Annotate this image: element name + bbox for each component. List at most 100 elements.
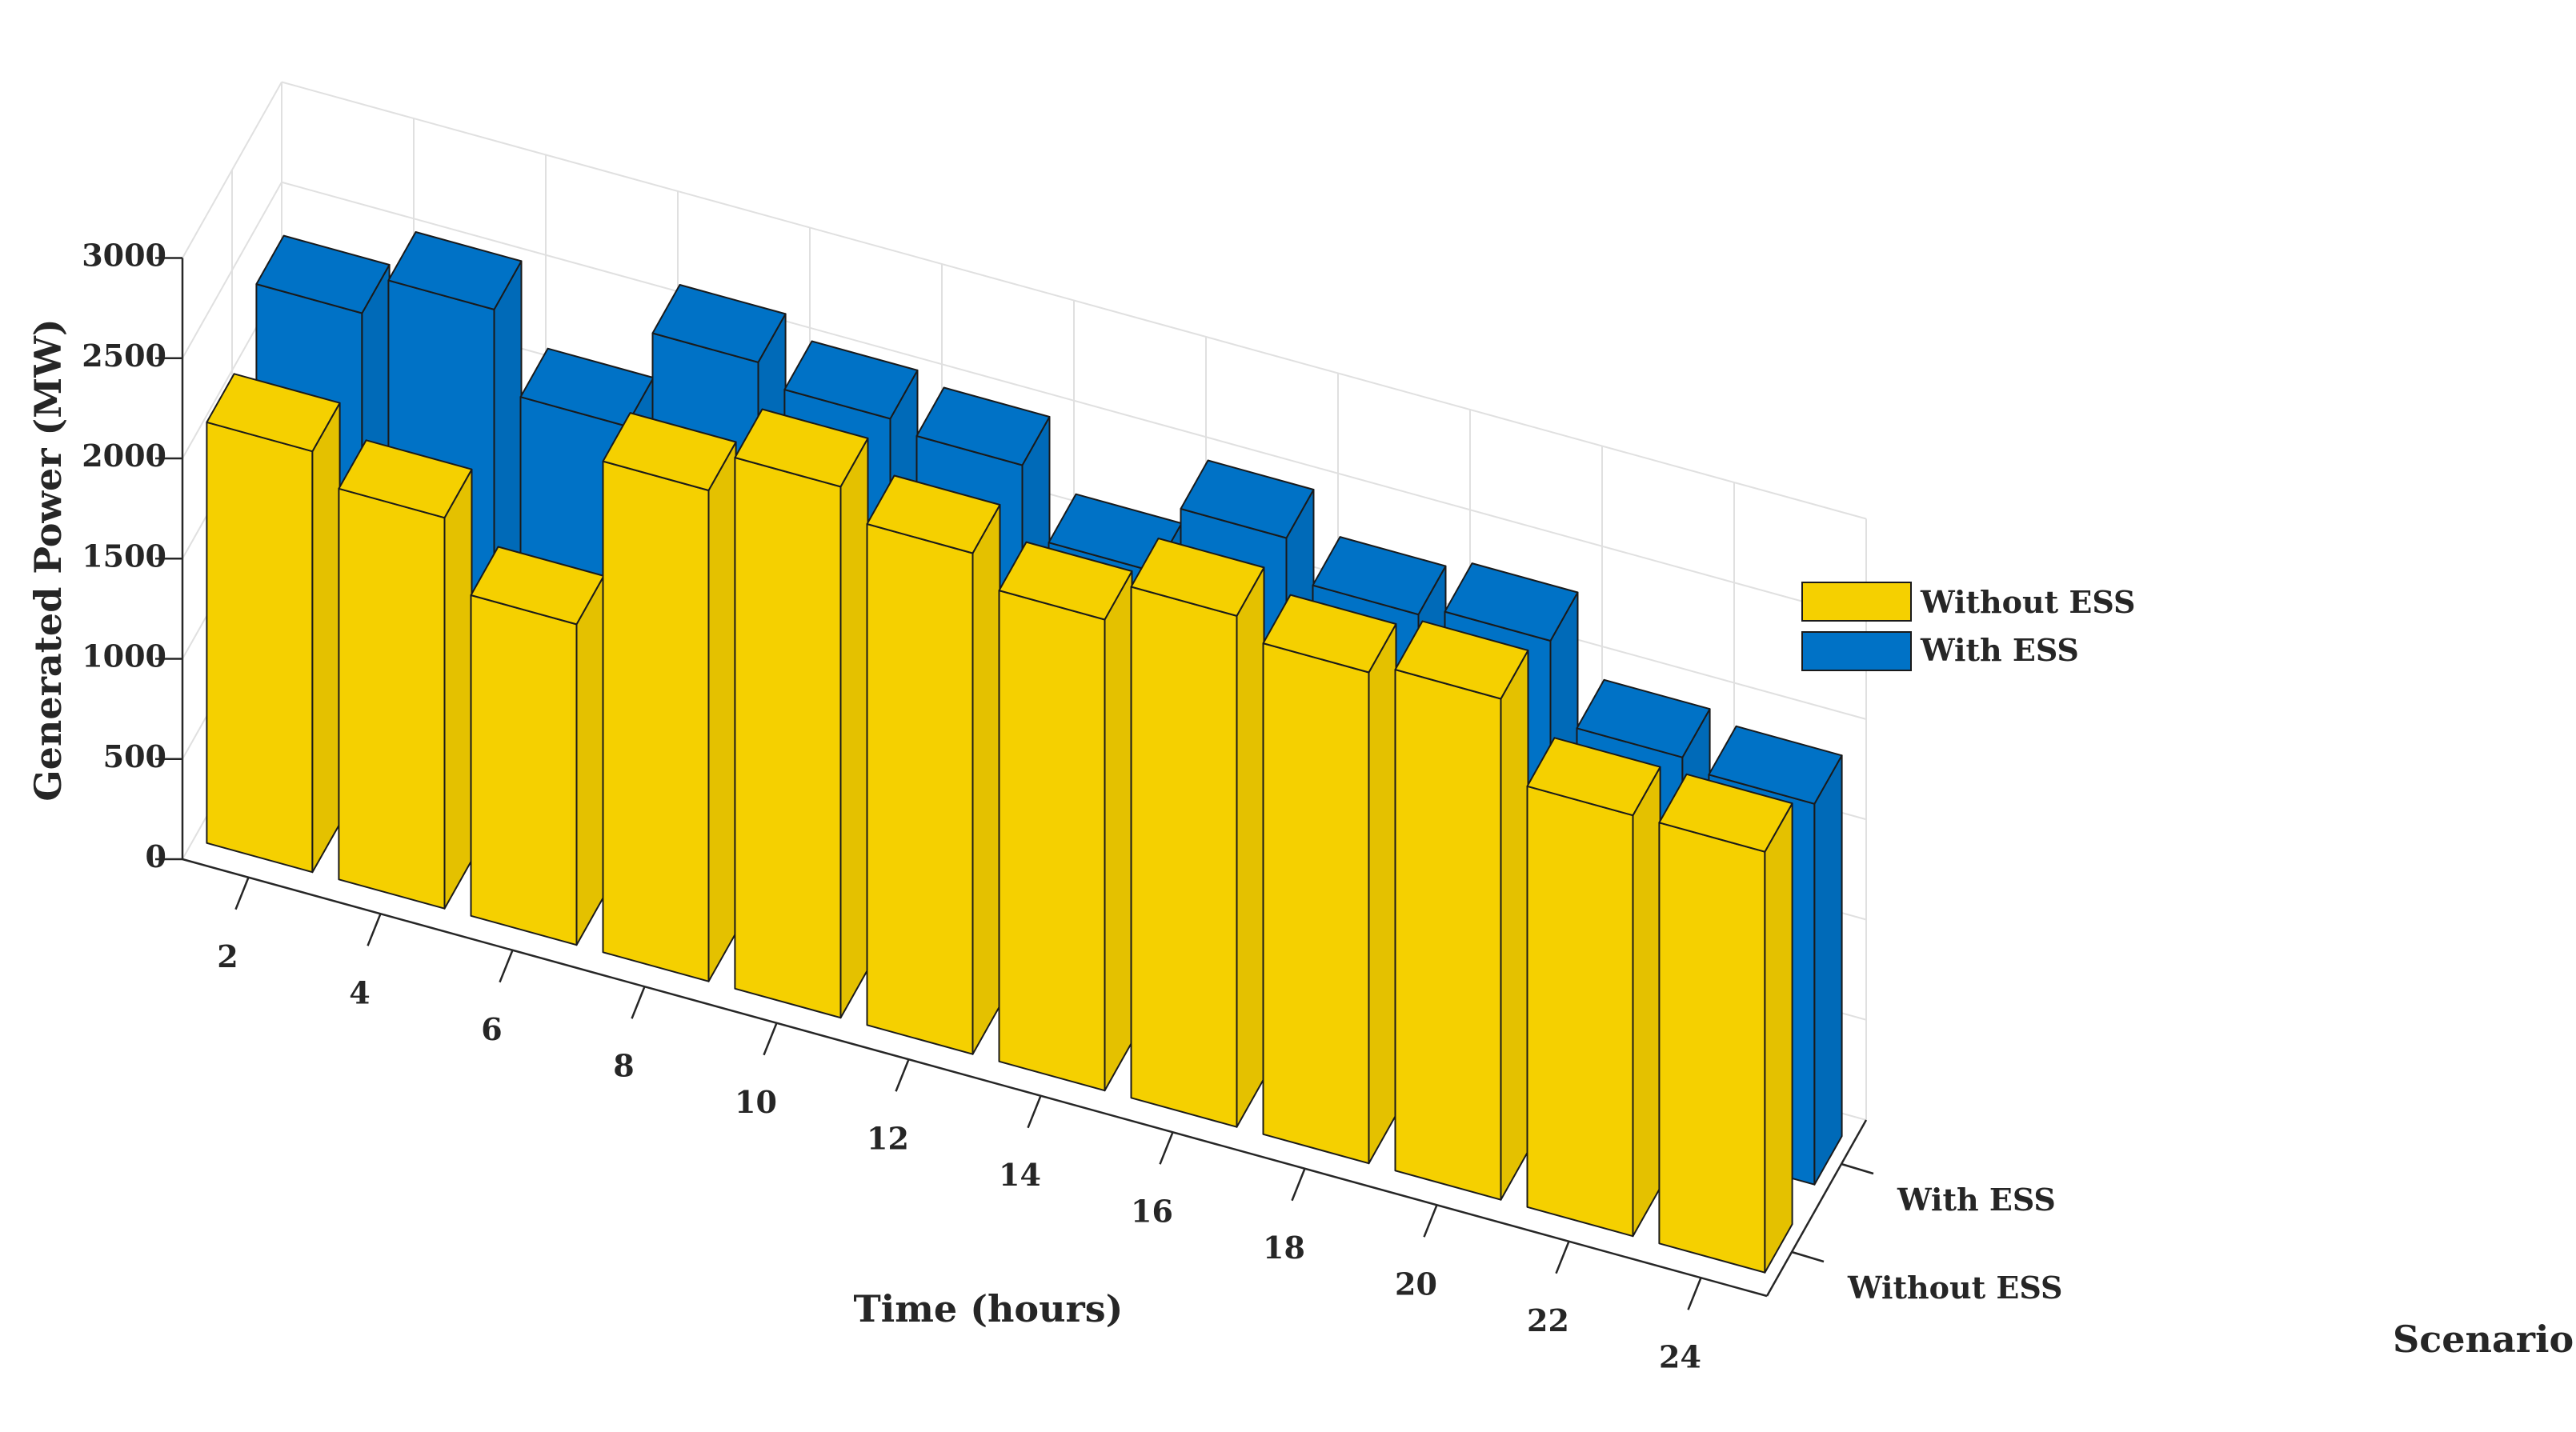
bar-front-face [734,457,842,1019]
bar-front-face [998,590,1106,1092]
tick-labels: 0500100015002000250030002468101214161820… [82,238,2062,1375]
x-tick-5 [895,1058,910,1092]
legend: Without ESS With ESS [1801,582,2135,671]
bar-side-face [1764,802,1793,1274]
y-axis-line [1765,1119,1868,1297]
bar-top-face [866,474,1001,554]
x-tick-label: 14 [999,1157,1041,1193]
bar-top-face [1658,773,1793,853]
x-tick-8 [1291,1168,1306,1202]
bar-top-face [1312,536,1447,616]
bar-front-face [470,594,578,946]
bar-top-face [1444,562,1579,642]
z-tick-label: 500 [103,738,166,774]
x-tick-label: 24 [1659,1338,1701,1374]
x-tick-11 [1687,1277,1702,1310]
z-tick-label: 0 [146,838,166,874]
bar-top-face [1576,678,1711,758]
bar-without-ess-2 [206,373,341,874]
x-tick-label: 20 [1395,1266,1437,1302]
x-tick-7 [1159,1131,1174,1165]
bar-top-face [1708,725,1843,805]
bar-front-face [1130,586,1238,1128]
legend-label-with-ess: With ESS [1920,632,2079,668]
legend-swatch-with-ess [1801,631,1912,671]
z-tick-label: 2500 [82,338,166,374]
x-tick-1 [367,913,382,946]
x-tick-4 [763,1022,778,1056]
bar-without-ess-6 [470,546,605,946]
x-tick-0 [234,877,250,910]
bar-without-ess-12 [866,474,1001,1055]
x-tick-6 [1027,1095,1042,1129]
x-tick-10 [1555,1241,1570,1274]
bar-front-face [602,460,710,982]
x-tick-9 [1423,1204,1438,1238]
bar-top-face [1130,538,1265,617]
z-axis-title: Generated Power (MW) [26,318,70,801]
bar-front-face [1262,642,1370,1165]
bar-without-ess-18 [1262,594,1397,1165]
bar-without-ess-16 [1130,538,1265,1128]
z-tick-label: 1000 [82,638,166,674]
z-tick-label: 2000 [82,438,166,474]
bar-side-face [1368,623,1397,1165]
bar-front-face [338,487,446,910]
y-tick-1 [1841,1162,1874,1175]
bar-top-face [1394,620,1529,700]
bar-top-face [387,231,523,310]
bar-front-face [866,523,974,1055]
bar-without-ess-14 [998,541,1133,1092]
bar-side-face [443,468,473,910]
bar-front-face [1526,785,1634,1238]
bar-top-face [602,412,737,491]
legend-label-without-ess: Without ESS [1920,584,2135,620]
bar-top-face [1262,594,1397,674]
bar-top-face [915,386,1051,466]
z-tick-label: 1500 [82,538,166,574]
bar-top-face [1526,737,1661,817]
x-tick-label: 18 [1263,1230,1305,1266]
bar-side-face [1500,650,1529,1201]
bar-top-face [651,284,787,363]
bar-without-ess-8 [602,412,737,982]
axes [155,257,1874,1310]
bar-side-face [575,574,605,946]
y-axis-title: Scenario [2393,1318,2574,1361]
y-tick-0 [1791,1250,1825,1263]
x-tick-label: 12 [867,1120,909,1156]
bar-without-ess-24 [1658,773,1793,1274]
x-tick-label: 10 [735,1084,777,1120]
x-tick-label: 16 [1131,1193,1173,1229]
bar-without-ess-20 [1394,620,1529,1201]
x-tick-label: 6 [481,1011,502,1047]
y-tick-label: Without ESS [1847,1270,2062,1306]
x-axis-title: Time (hours) [854,1287,1124,1330]
x-axis-line [182,858,1768,1298]
bar-without-ess-10 [734,408,869,1019]
bar-top-face [734,408,869,488]
bar-side-face [1813,754,1843,1186]
bar-without-ess-4 [338,439,473,910]
bar-side-face [311,402,341,874]
bar-top-face [206,373,341,453]
legend-swatch-without-ess [1801,582,1912,622]
bar-top-face [998,541,1133,621]
bar-side-face [972,504,1001,1055]
bar-top-face [255,234,391,314]
y-tick-label: With ESS [1897,1182,2056,1218]
bar-side-face [707,441,737,982]
bar-side-face [1236,566,1265,1128]
bar-front-face [1394,669,1502,1201]
bar-front-face [1658,822,1766,1274]
bar-without-ess-22 [1526,737,1661,1238]
bars [206,231,1843,1274]
bar-side-face [1104,570,1133,1092]
bar-side-face [1632,766,1661,1238]
z-tick-label: 3000 [82,238,166,274]
bar-top-face [783,340,919,420]
x-tick-3 [631,986,646,1019]
x-tick-label: 4 [349,974,370,1010]
bar-top-face [338,439,473,519]
